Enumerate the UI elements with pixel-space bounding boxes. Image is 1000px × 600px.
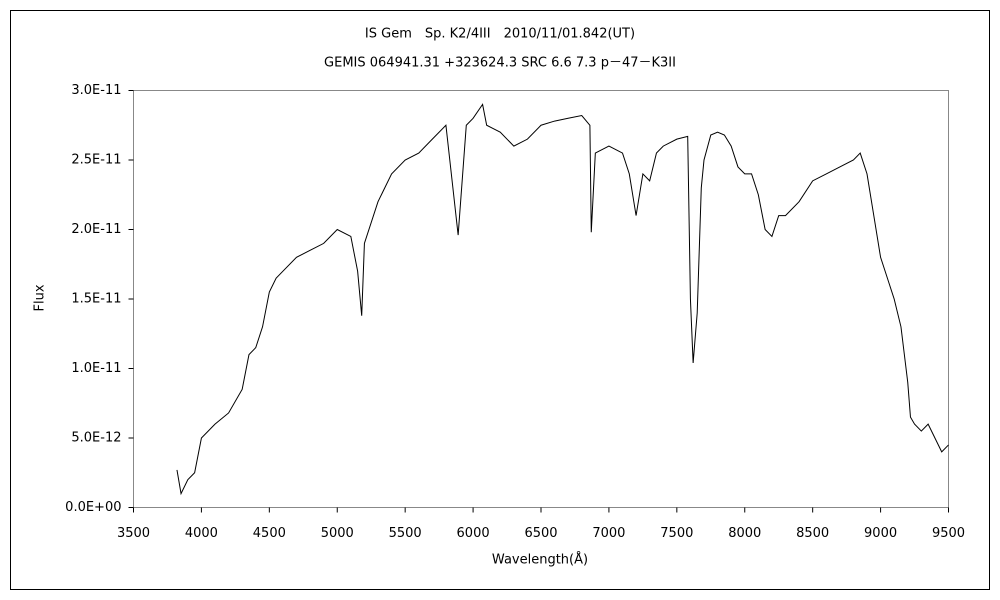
y-axis-label: Flux	[33, 284, 48, 311]
x-tick-label: 9000	[864, 526, 897, 541]
y-tick-label: 2.0E-11	[71, 222, 121, 237]
x-tick-label: 8000	[728, 526, 761, 541]
chart-border	[10, 10, 990, 590]
y-tick-label: 1.0E-11	[71, 361, 121, 376]
y-tick-label: 2.5E-11	[71, 153, 121, 168]
y-tick-label: 0.0E+00	[65, 500, 121, 515]
x-tick-label: 8500	[796, 526, 829, 541]
x-axis-label: Wavelength(Å)	[492, 552, 588, 568]
x-tick-label: 5000	[321, 526, 354, 541]
x-tick-label: 7000	[592, 526, 625, 541]
spectrum-line	[176, 103, 949, 496]
x-tick-label: 6500	[524, 526, 557, 541]
x-tick-label: 9500	[932, 526, 965, 541]
x-tick-label: 5500	[389, 526, 422, 541]
x-tick-label: 4500	[253, 526, 286, 541]
x-tick-label: 4000	[185, 526, 218, 541]
chart-title: IS Gem Sp. K2/4III 2010/11/01.842(UT)	[365, 27, 635, 42]
x-tick-label: 3500	[117, 526, 150, 541]
chart-subtitle: GEMIS 064941.31 +323624.3 SRC 6.6 7.3 p－…	[324, 56, 676, 71]
y-tick-label: 5.0E-12	[71, 431, 121, 446]
y-tick-label: 3.0E-11	[71, 83, 121, 98]
x-tick-label: 6000	[457, 526, 490, 541]
y-tick-label: 1.5E-11	[71, 292, 121, 307]
x-tick-label: 7500	[660, 526, 693, 541]
